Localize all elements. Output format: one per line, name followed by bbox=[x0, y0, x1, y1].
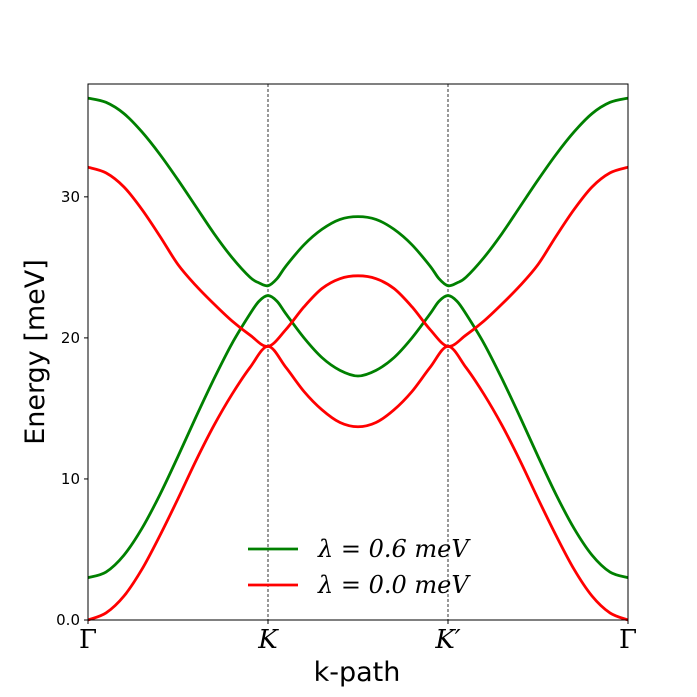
series-1-band-1-line bbox=[87, 344, 629, 622]
series-0-band-0-line bbox=[87, 96, 629, 288]
y-axis-label: Energy [meV] bbox=[20, 259, 51, 445]
legend-label: λ = 0.6 meV bbox=[317, 535, 471, 563]
legend-label: λ = 0.0 meV bbox=[317, 571, 471, 599]
plot-area: 0.0 10 20 30 Γ K K′ Γ bbox=[56, 83, 637, 655]
y-tick-label: 10 bbox=[61, 470, 80, 488]
x-tick-label: K′ bbox=[434, 625, 460, 655]
series-0-band-1-line bbox=[87, 294, 629, 580]
y-tick-label: 30 bbox=[61, 188, 80, 206]
x-tick-label: Γ bbox=[619, 625, 637, 655]
x-tick-label: Γ bbox=[79, 625, 97, 655]
axes-frame bbox=[87, 83, 629, 621]
x-tick-label: K bbox=[257, 625, 279, 655]
y-tick-label: 20 bbox=[61, 329, 80, 347]
y-tick-label: 0.0 bbox=[56, 611, 80, 629]
series-1-band-0-line bbox=[87, 165, 629, 348]
x-axis-label: k-path bbox=[314, 657, 401, 688]
legend: λ = 0.6 meV λ = 0.0 meV bbox=[248, 535, 471, 599]
